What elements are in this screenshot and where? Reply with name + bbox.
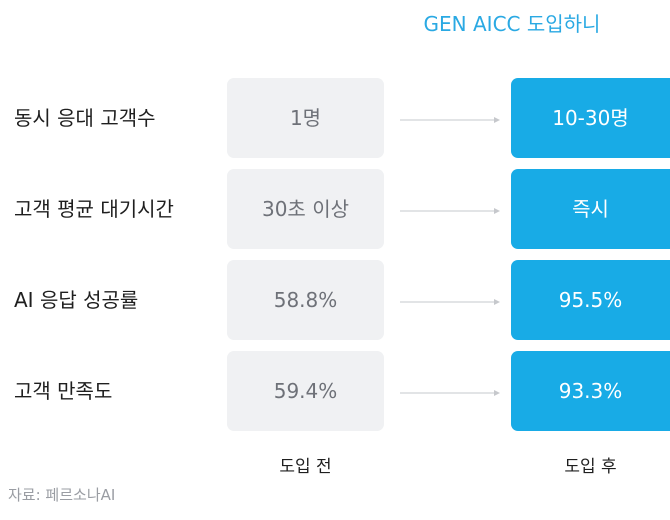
heading-text: GEN AICC 도입하니 bbox=[423, 12, 601, 36]
metric-row-ai-success-rate: AI 응답 성공률 58.8% 95.5% bbox=[0, 260, 670, 340]
metric-label: 동시 응대 고객수 bbox=[14, 106, 156, 130]
arrow-right-icon bbox=[400, 390, 500, 396]
metric-row-satisfaction: 고객 만족도 59.4% 93.3% bbox=[0, 351, 670, 431]
metric-label: 고객 평균 대기시간 bbox=[14, 197, 174, 221]
before-value: 58.8% bbox=[227, 260, 384, 340]
before-value: 1명 bbox=[227, 78, 384, 158]
before-value: 30초 이상 bbox=[227, 169, 384, 249]
metric-label: 고객 만족도 bbox=[14, 379, 113, 403]
metric-row-wait-time: 고객 평균 대기시간 30초 이상 즉시 bbox=[0, 169, 670, 249]
arrow-right-icon bbox=[400, 117, 500, 123]
after-column-label: 도입 후 bbox=[564, 457, 617, 477]
arrow-right-icon bbox=[400, 299, 500, 305]
after-value: 즉시 bbox=[511, 169, 670, 249]
after-value: 95.5% bbox=[511, 260, 670, 340]
arrow-right-icon bbox=[400, 208, 500, 214]
metric-row-concurrent-customers: 동시 응대 고객수 1명 10-30명 bbox=[0, 78, 670, 158]
after-value: 10-30명 bbox=[511, 78, 670, 158]
source-note: 자료: 페르소나AI bbox=[8, 486, 116, 504]
before-value: 59.4% bbox=[227, 351, 384, 431]
before-column-label: 도입 전 bbox=[279, 457, 332, 477]
after-value: 93.3% bbox=[511, 351, 670, 431]
metric-label: AI 응답 성공률 bbox=[14, 288, 139, 312]
